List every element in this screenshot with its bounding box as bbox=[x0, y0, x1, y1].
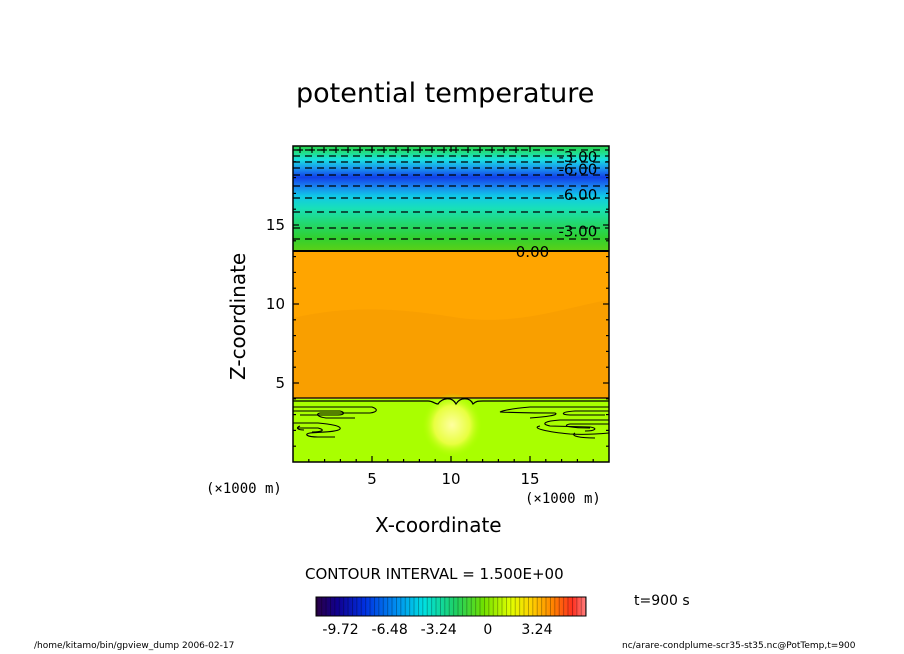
y-tick-label: 5 bbox=[275, 374, 285, 392]
time-label: t=900 s bbox=[634, 593, 690, 609]
x-tick-label: 5 bbox=[367, 470, 377, 488]
mid-layer-shade bbox=[293, 300, 609, 398]
footer-right: nc/arare-condplume-scr35-st35.nc@PotTemp… bbox=[622, 641, 856, 651]
contour-label: -3.00 bbox=[558, 148, 597, 166]
x-tick-label: 15 bbox=[520, 470, 539, 488]
contour-label: -6.00 bbox=[558, 186, 597, 204]
y-tick-label: 15 bbox=[266, 216, 285, 234]
y-tick-label: 10 bbox=[266, 295, 285, 313]
axis-ticks bbox=[293, 146, 609, 462]
x-tick-label: 10 bbox=[441, 470, 460, 488]
colorbar-tick-label: 0 bbox=[483, 622, 492, 638]
colorbar-tick-label: 3.24 bbox=[521, 622, 552, 638]
colorbar: -9.72 -6.48 -3.24 0 3.24 bbox=[315, 596, 587, 638]
colorbar-tick-label: -9.72 bbox=[322, 622, 358, 638]
plume-core bbox=[422, 393, 482, 457]
contour-label: 0.00 bbox=[516, 243, 549, 261]
y-axis-label: Z-coordinate bbox=[226, 252, 250, 380]
contour-interval-label: CONTOUR INTERVAL = 1.500E+00 bbox=[305, 565, 564, 583]
contour-label: -3.00 bbox=[558, 222, 597, 240]
contour-label: -6.00 bbox=[558, 161, 597, 179]
colorbar-frame bbox=[315, 596, 587, 617]
x-scale-label: (×1000 m) bbox=[206, 481, 282, 497]
footer-left: /home/kitamo/bin/gpview_dump 2006-02-17 bbox=[34, 641, 235, 651]
colorbar-tick-label: -3.24 bbox=[421, 622, 457, 638]
chart-title: potential temperature bbox=[296, 78, 595, 109]
tick-labels: 5 10 15 5 10 15 bbox=[266, 216, 540, 488]
x-scale-label-right: (×1000 m) bbox=[525, 491, 601, 507]
colorbar-tick-label: -6.48 bbox=[372, 622, 408, 638]
contour-labels: -3.00-6.00-6.00-3.000.00 bbox=[516, 148, 597, 261]
x-axis-label: X-coordinate bbox=[375, 513, 502, 537]
contour-lines bbox=[293, 147, 609, 457]
